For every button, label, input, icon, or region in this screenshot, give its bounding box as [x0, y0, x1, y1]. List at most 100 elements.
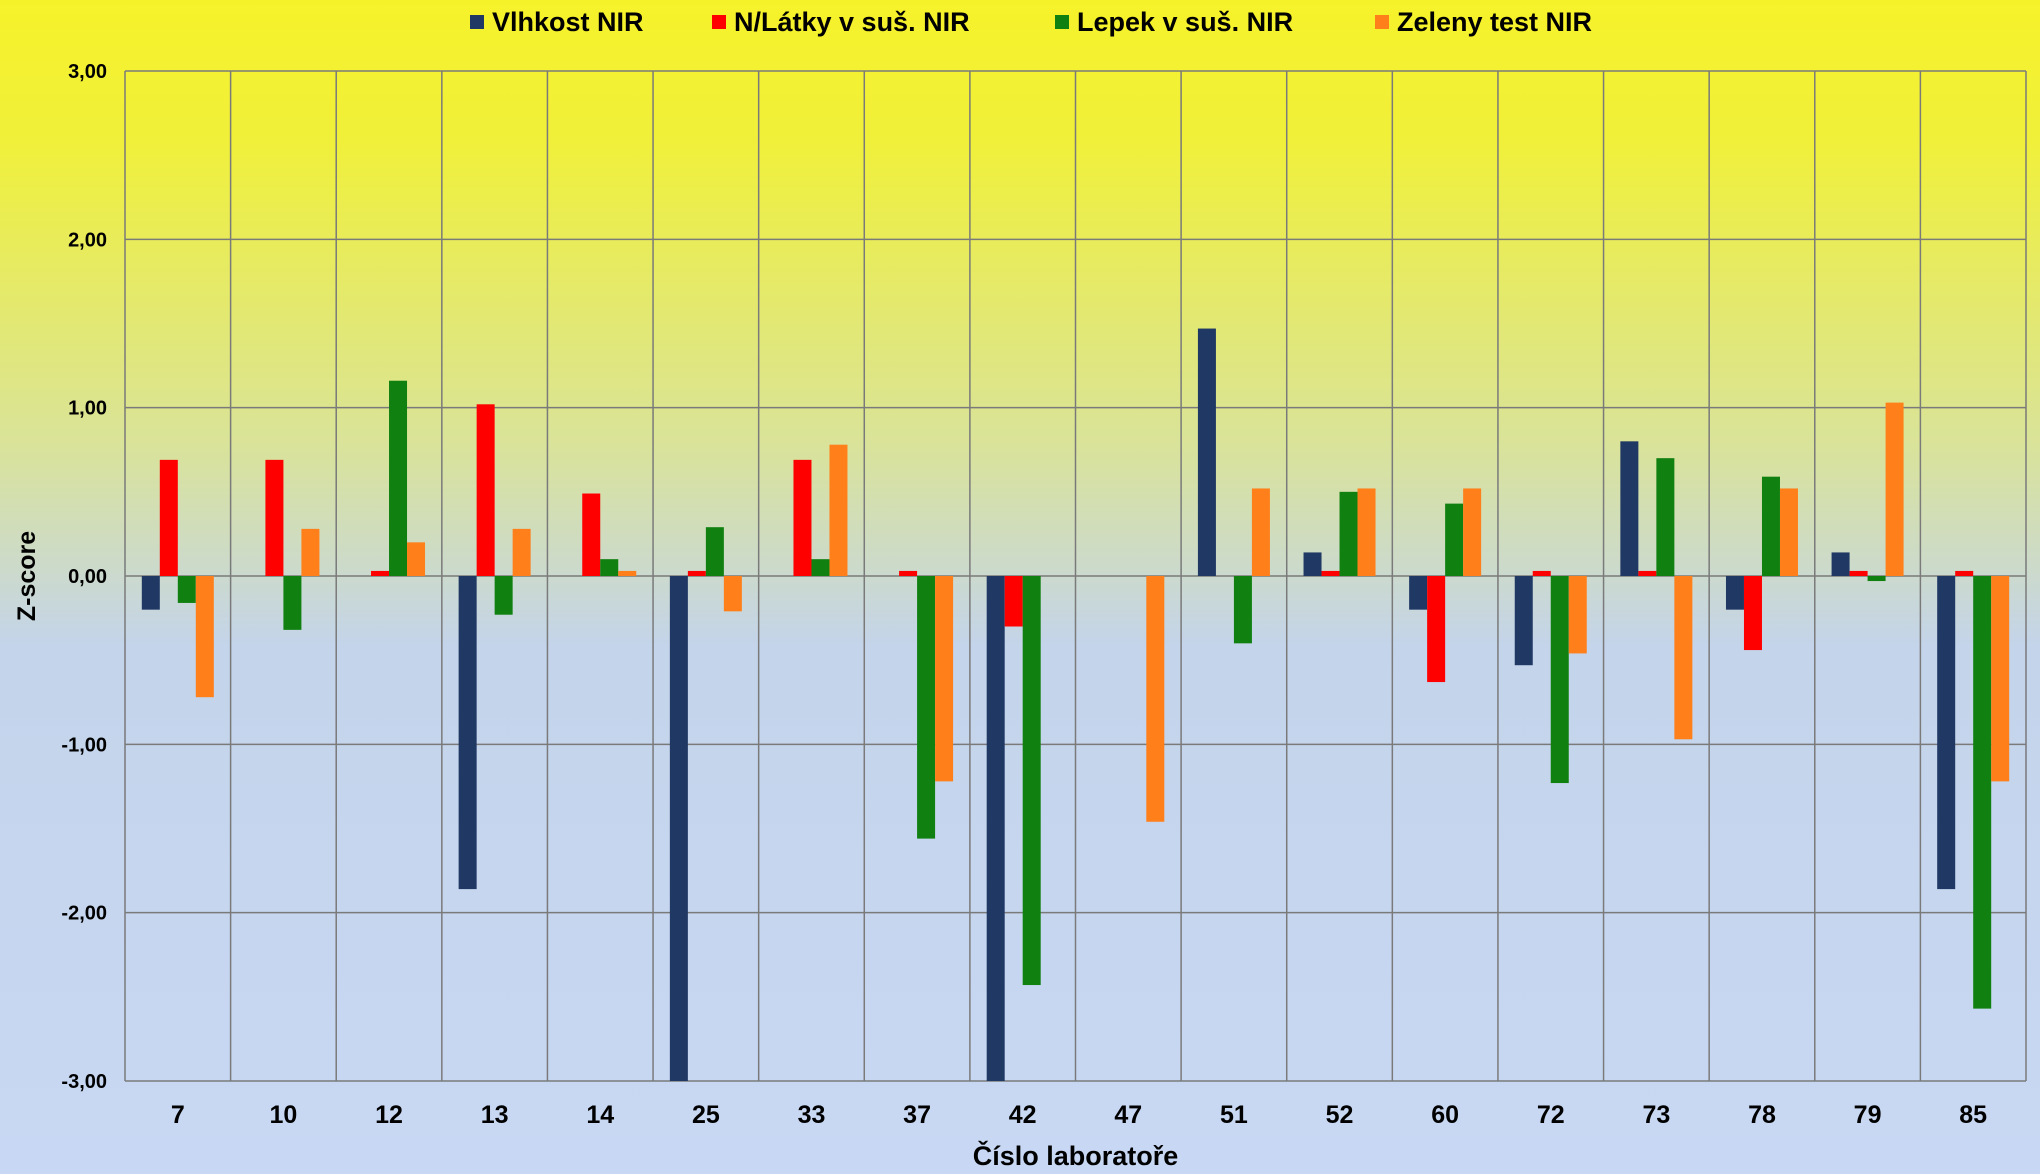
bar: [1761, 476, 1780, 576]
bar: [1620, 441, 1639, 576]
bar: [389, 380, 408, 576]
x-tick-label: 10: [270, 1101, 298, 1129]
bar: [1339, 491, 1358, 576]
bar: [1831, 552, 1850, 576]
bar: [283, 576, 302, 630]
y-tick-label: -1,00: [61, 734, 107, 756]
y-tick-label: -3,00: [61, 1071, 107, 1093]
x-tick-label: 13: [481, 1101, 509, 1129]
bar: [1867, 576, 1886, 582]
x-tick-label: 85: [1959, 1101, 1987, 1129]
bar: [1445, 503, 1464, 576]
bar: [407, 542, 426, 576]
bar: [917, 576, 936, 839]
bar: [1937, 576, 1956, 890]
bar: [1955, 570, 1974, 576]
bar: [1743, 576, 1762, 651]
bar: [1251, 488, 1270, 576]
y-tick-label: 1,00: [68, 398, 107, 420]
x-tick-label: 51: [1220, 1101, 1248, 1129]
bar: [141, 576, 160, 610]
bar: [1674, 576, 1693, 740]
bar: [494, 576, 513, 615]
bar: [723, 576, 742, 612]
x-tick-label: 73: [1642, 1101, 1670, 1129]
bar: [159, 459, 178, 576]
x-tick-label: 42: [1009, 1101, 1037, 1129]
bar: [811, 559, 830, 576]
bar: [582, 493, 601, 576]
bar: [371, 570, 390, 576]
legend-label: N/Látky v suš. NIR: [734, 7, 970, 37]
x-tick-label: 47: [1114, 1101, 1142, 1129]
bar: [1321, 570, 1340, 576]
x-tick-label: 79: [1854, 1101, 1882, 1129]
x-tick-label: 25: [692, 1101, 720, 1129]
x-tick-label: 14: [586, 1101, 614, 1129]
x-tick-label: 7: [171, 1101, 185, 1129]
bar: [476, 404, 495, 576]
bars: [141, 328, 2010, 1081]
bar: [1656, 458, 1675, 576]
bar: [1022, 576, 1041, 986]
bar: [1514, 576, 1533, 666]
bar: [1550, 576, 1569, 784]
bar: [618, 570, 637, 576]
bar: [687, 570, 706, 576]
x-tick-label: 12: [375, 1101, 403, 1129]
bar: [1532, 570, 1551, 576]
y-axis-title: Z-score: [13, 531, 41, 621]
x-tick-label: 37: [903, 1101, 931, 1129]
x-axis-title: Číslo laboratoře: [973, 1140, 1179, 1171]
bar: [1427, 576, 1446, 683]
legend-swatch: [1055, 15, 1069, 29]
legend-swatch: [1375, 15, 1389, 29]
bar: [899, 570, 918, 576]
y-tick-label: 3,00: [68, 61, 107, 83]
y-tick-label: 2,00: [68, 229, 107, 251]
legend-label: Vlhkost NIR: [492, 7, 644, 37]
bar: [177, 576, 196, 603]
y-axis-ticks: 3,00 2,00 1,00 0,00 -1,00 -2,00 -3,00: [61, 61, 107, 1093]
bar: [829, 444, 848, 576]
bar: [669, 576, 688, 1081]
x-tick-label: 72: [1537, 1101, 1565, 1129]
bar: [1885, 402, 1904, 576]
bar: [1849, 570, 1868, 576]
bar: [705, 527, 724, 576]
bar: [1409, 576, 1428, 610]
bar: [600, 559, 619, 576]
x-tick-label: 33: [798, 1101, 826, 1129]
bar: [1197, 328, 1216, 576]
bar: [458, 576, 477, 890]
y-tick-label: 0,00: [68, 566, 107, 588]
bar: [935, 576, 954, 782]
legend: Vlhkost NIR N/Látky v suš. NIR Lepek v suš…: [470, 7, 1592, 37]
legend-label: Lepek v suš. NIR: [1077, 7, 1293, 37]
bar: [1991, 576, 2010, 782]
bar: [1004, 576, 1023, 627]
bar: [1973, 576, 1992, 1009]
legend-label: Zeleny test NIR: [1397, 7, 1592, 37]
legend-swatch: [712, 15, 726, 29]
x-tick-label: 60: [1431, 1101, 1459, 1129]
x-tick-label: 78: [1748, 1101, 1776, 1129]
y-tick-label: -2,00: [61, 903, 107, 925]
x-axis-ticks: 7 10 12 13 14 25 33 37 42 47 51 52 60 72 73 78 79 85: [171, 1101, 1987, 1129]
bar: [265, 459, 284, 576]
bar: [1303, 552, 1322, 576]
bar: [1146, 576, 1165, 822]
bar: [1779, 488, 1798, 576]
bar: [793, 459, 812, 576]
bar: [1233, 576, 1252, 644]
legend-swatch: [470, 15, 484, 29]
bar: [1725, 576, 1744, 610]
bar: [1463, 488, 1482, 576]
bar: [195, 576, 214, 698]
bar: [1638, 570, 1657, 576]
bar: [512, 528, 531, 576]
gridlines: [124, 70, 2027, 1082]
bar: [1357, 488, 1376, 576]
